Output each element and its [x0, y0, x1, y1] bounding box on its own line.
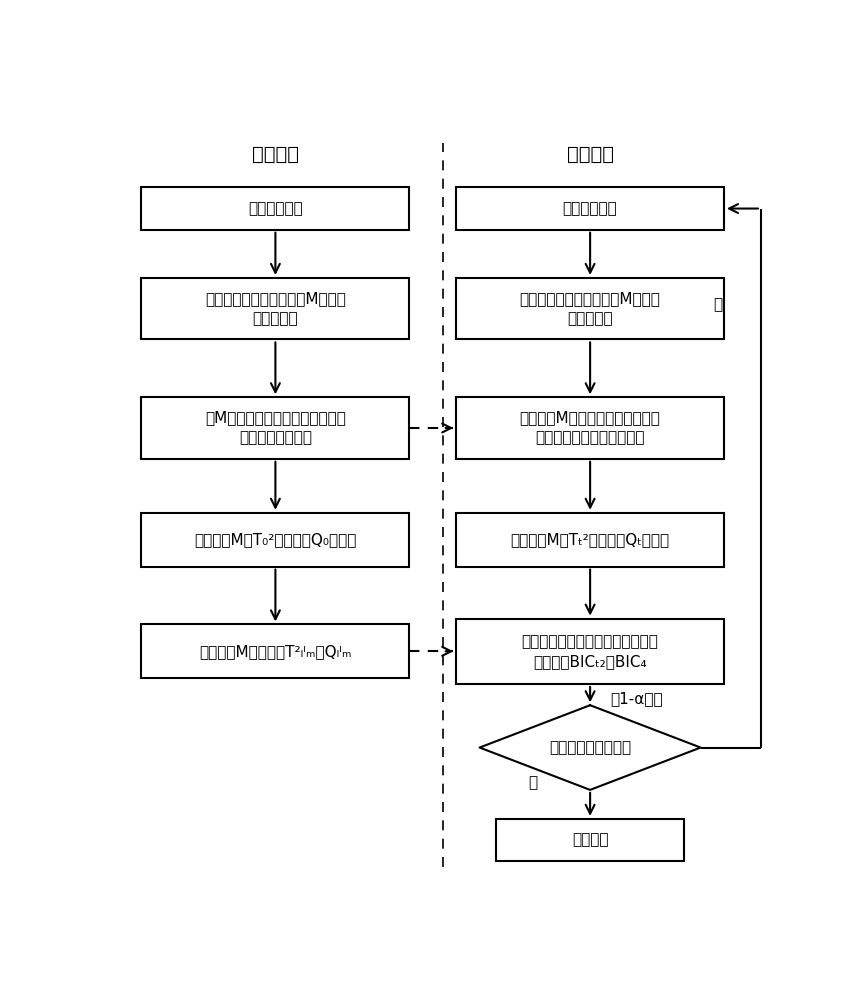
Bar: [456, 513, 724, 567]
Text: 对M组随机傅立叶映射变量分别建
立慢特征分析模型: 对M组随机傅立叶映射变量分别建 立慢特征分析模型: [205, 411, 346, 445]
Bar: [456, 278, 724, 339]
Text: 采集训练数据: 采集训练数据: [248, 201, 302, 216]
Bar: [456, 397, 724, 459]
Text: 否: 否: [713, 297, 722, 312]
Bar: [142, 187, 410, 230]
Text: 离线建模: 离线建模: [252, 145, 299, 164]
Bar: [142, 397, 410, 459]
Text: 在线检测: 在线检测: [567, 145, 613, 164]
Text: 对归一化的训练数据进行M次随机
傅立叶映射: 对归一化的训练数据进行M次随机 傅立叶映射: [205, 291, 346, 326]
Bar: [142, 624, 410, 678]
Text: 采集测试数据: 采集测试数据: [562, 201, 618, 216]
Bar: [456, 619, 724, 684]
Text: 是: 是: [529, 775, 537, 790]
Text: 异常工况: 异常工况: [572, 832, 608, 847]
Text: 利用加权概率指数融合机制得到集
成统计量BICₜ₂和BIC₄: 利用加权概率指数融合机制得到集 成统计量BICₜ₂和BIC₄: [522, 634, 658, 669]
Bar: [456, 187, 724, 230]
Text: 计算得到M组Tₜ²统计量和Qₜ统计量: 计算得到M组Tₜ²统计量和Qₜ统计量: [511, 532, 670, 547]
Text: 对归一化的测试数据进行M次随机
傅立叶映射: 对归一化的测试数据进行M次随机 傅立叶映射: [519, 291, 661, 326]
Text: 判断统计量是否越限: 判断统计量是否越限: [549, 740, 632, 755]
Text: 计算得到M组T₀²统计量和Q₀统计量: 计算得到M组T₀²统计量和Q₀统计量: [194, 532, 357, 547]
Bar: [496, 819, 684, 861]
Bar: [142, 513, 410, 567]
Text: 计算得到M组控制限T²ₗᴵₘ和Qₗᴵₘ: 计算得到M组控制限T²ₗᴵₘ和Qₗᴵₘ: [199, 644, 352, 659]
Bar: [142, 278, 410, 339]
Text: 与1-α比较: 与1-α比较: [610, 692, 663, 707]
Text: 分别计算M组随机傅立叶映射变量
在慢特征分析模型上的投影: 分别计算M组随机傅立叶映射变量 在慢特征分析模型上的投影: [519, 411, 661, 445]
